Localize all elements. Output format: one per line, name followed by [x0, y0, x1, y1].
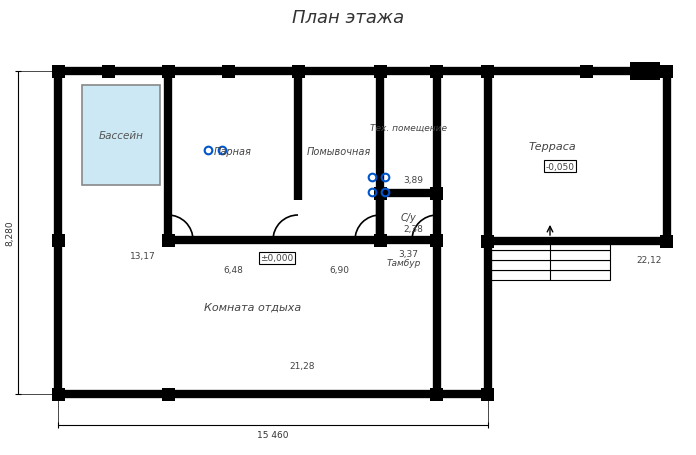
Text: С/у: С/у [401, 212, 416, 222]
Bar [490, 241, 610, 250]
Bar [490, 260, 610, 270]
Text: 3,37: 3,37 [399, 250, 418, 259]
Bar [482, 66, 494, 78]
Bar [161, 66, 175, 78]
Text: Парная: Парная [214, 146, 252, 156]
Bar [661, 66, 674, 78]
Text: Терраса: Терраса [528, 142, 576, 152]
Text: Помывочная: Помывочная [307, 146, 371, 156]
Text: Бассейн: Бассейн [99, 131, 143, 141]
Text: 3,89: 3,89 [404, 175, 423, 184]
Bar [580, 66, 594, 78]
Bar [161, 234, 175, 247]
Bar [82, 86, 160, 186]
Text: -0,050: -0,050 [546, 162, 574, 171]
Text: 8,280: 8,280 [6, 220, 15, 246]
Bar [221, 66, 235, 78]
Text: 22,12: 22,12 [636, 255, 662, 264]
Bar [630, 63, 660, 81]
Text: 21,28: 21,28 [290, 362, 315, 371]
Bar [431, 66, 443, 78]
Bar [374, 187, 386, 200]
Bar [52, 234, 65, 247]
Text: 13,17: 13,17 [130, 251, 156, 260]
Text: 2,38: 2,38 [404, 224, 423, 233]
Bar [490, 270, 610, 280]
Bar [431, 187, 443, 200]
Bar [374, 66, 386, 78]
Text: Тех. помещение: Тех. помещение [370, 123, 447, 132]
Bar [661, 235, 674, 248]
Bar [482, 235, 494, 248]
Bar [102, 66, 115, 78]
Text: Комната отдыха: Комната отдыха [205, 302, 301, 312]
Bar [431, 388, 443, 400]
Bar [661, 66, 674, 78]
Bar [52, 66, 65, 78]
Bar [52, 388, 65, 400]
Bar [431, 234, 443, 247]
Bar [482, 388, 494, 400]
Text: 15 460: 15 460 [258, 430, 289, 440]
Text: 6,90: 6,90 [329, 266, 349, 275]
Bar [374, 234, 386, 247]
Bar [161, 388, 175, 400]
Bar [482, 388, 494, 400]
Text: 6,48: 6,48 [223, 266, 243, 275]
Text: ±0,000: ±0,000 [260, 254, 294, 263]
Text: Тамбур: Тамбур [386, 258, 420, 267]
Text: План этажа: План этажа [292, 9, 404, 27]
Bar [292, 66, 305, 78]
Bar [490, 250, 610, 260]
